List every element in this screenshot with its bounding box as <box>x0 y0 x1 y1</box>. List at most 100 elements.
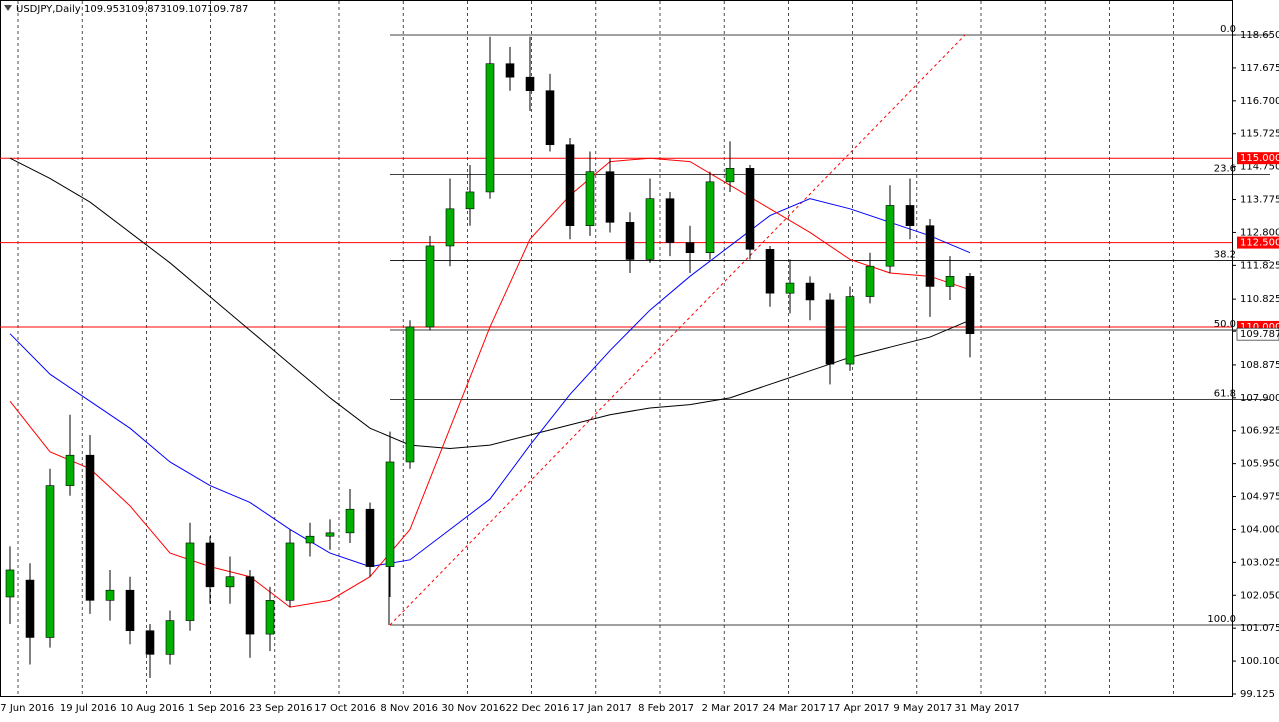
candle-body <box>765 249 775 294</box>
candle-body <box>445 208 455 247</box>
y-tick-label: 111.825 <box>1240 260 1279 271</box>
y-tick-label: 100.100 <box>1240 656 1279 667</box>
x-tick-label: 10 Aug 2016 <box>120 703 184 714</box>
y-tick-label: 103.025 <box>1240 557 1279 568</box>
header-value: 109.953 <box>84 4 125 15</box>
chart-title: USDJPY,Daily <box>16 4 81 15</box>
y-tick-label: 115.725 <box>1240 129 1279 140</box>
x-tick-label: 23 Sep 2016 <box>249 703 312 714</box>
fib-trendline <box>389 34 966 626</box>
candle-body <box>105 589 115 601</box>
candle-body <box>185 542 195 621</box>
symbol-icon <box>4 5 12 11</box>
y-tick-label: 107.900 <box>1240 393 1279 404</box>
moving-average <box>9 157 971 608</box>
x-tick-label: 22 Dec 2016 <box>506 703 570 714</box>
candle-body <box>745 168 755 250</box>
candle-body <box>685 242 695 253</box>
candle-body <box>585 171 595 226</box>
candle-body <box>225 576 235 588</box>
candle-body <box>65 454 75 486</box>
y-tick-label: 114.750 <box>1240 162 1279 173</box>
candle-body <box>385 461 395 567</box>
fib-label: 38.2 <box>1214 249 1236 260</box>
candle-body <box>865 265 875 297</box>
x-tick-label: 30 Nov 2016 <box>441 703 505 714</box>
fib-label: 0.0 <box>1220 24 1236 35</box>
candle-body <box>525 76 535 91</box>
plot-frame <box>0 0 1233 697</box>
candle-body <box>885 205 895 267</box>
y-tick-label: 116.700 <box>1240 96 1279 107</box>
candle-body <box>505 63 515 78</box>
x-tick-label: 1 Sep 2016 <box>188 703 245 714</box>
y-tick-label: 105.950 <box>1240 459 1279 470</box>
x-tick-label: 2 Mar 2017 <box>702 703 759 714</box>
x-tick-label: 24 Mar 2017 <box>763 703 826 714</box>
candle-body <box>465 191 475 210</box>
candle-body <box>365 508 375 567</box>
candle-body <box>5 569 15 598</box>
candle-body <box>605 171 615 223</box>
candle-body <box>665 198 675 243</box>
x-tick-label: 19 Jul 2016 <box>60 703 117 714</box>
level-label: 110.000 <box>1240 322 1279 333</box>
candle-body <box>125 589 135 632</box>
y-tick-label: 112.800 <box>1240 227 1279 238</box>
candle-body <box>725 168 735 183</box>
level-tag <box>1237 236 1279 249</box>
candle-body <box>545 90 555 145</box>
level-label: 115.000 <box>1240 153 1279 164</box>
y-tick-label: 106.925 <box>1240 426 1279 437</box>
candle-body <box>785 282 795 294</box>
moving-average <box>9 157 971 449</box>
candle-body <box>945 276 955 287</box>
candle-body <box>905 205 915 226</box>
fib-label: 50.0 <box>1214 319 1236 330</box>
candle-body <box>285 542 295 601</box>
last-price-label: 109.787 <box>1240 329 1279 340</box>
candle-body <box>925 225 935 287</box>
candle-body <box>305 535 315 544</box>
candle-body <box>405 326 415 463</box>
candle-body <box>625 222 635 260</box>
candle-body <box>45 485 55 638</box>
header-value: 109.873 <box>125 4 166 15</box>
fib-label: 100.0 <box>1207 614 1236 625</box>
candle-body <box>425 245 435 328</box>
y-tick-label: 118.650 <box>1240 30 1279 41</box>
y-tick-label: 110.825 <box>1240 294 1279 305</box>
header-value: 109.107 <box>166 4 207 15</box>
level-label: 112.500 <box>1240 238 1279 249</box>
candle-body <box>345 508 355 534</box>
level-tag <box>1237 152 1279 165</box>
candle-body <box>645 198 655 260</box>
candle-body <box>485 63 495 193</box>
candle-body <box>965 276 975 335</box>
x-tick-label: 17 Oct 2016 <box>314 703 376 714</box>
last-price-tag <box>1236 327 1279 341</box>
header-value: 109.787 <box>207 4 248 15</box>
candle-body <box>265 600 275 635</box>
y-tick-label: 99.125 <box>1240 689 1275 700</box>
y-tick-label: 113.775 <box>1240 195 1279 206</box>
x-tick-label: 27 Jun 2016 <box>0 703 54 714</box>
x-tick-label: 8 Nov 2016 <box>380 703 438 714</box>
candle-body <box>845 296 855 365</box>
candle-body <box>25 579 35 638</box>
fib-label: 61.8 <box>1214 389 1236 400</box>
candle-body <box>325 532 335 537</box>
x-tick-label: 17 Jan 2017 <box>572 703 632 714</box>
candle-body <box>805 282 815 301</box>
candle-body <box>705 181 715 253</box>
y-tick-label: 104.000 <box>1240 524 1279 535</box>
x-tick-label: 8 Feb 2017 <box>638 703 694 714</box>
candle-body <box>825 299 835 365</box>
y-tick-label: 104.975 <box>1240 492 1279 503</box>
fib-label: 23.6 <box>1214 163 1236 174</box>
moving-average <box>9 198 971 568</box>
y-tick-label: 101.075 <box>1240 623 1279 634</box>
candle-body <box>205 542 215 588</box>
